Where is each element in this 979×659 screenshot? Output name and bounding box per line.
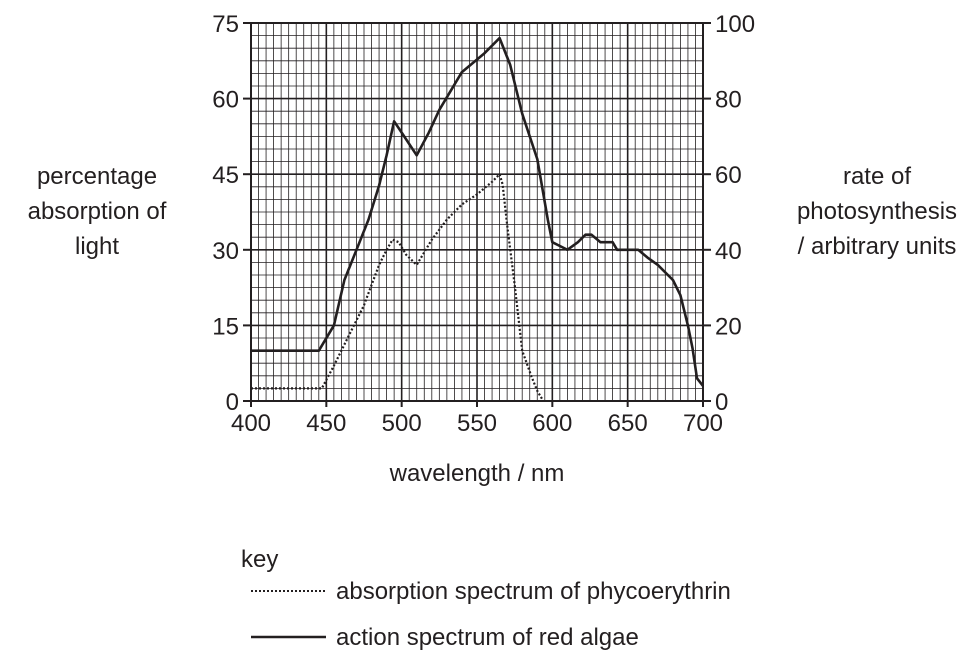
left-tick-label: 15 — [212, 313, 239, 340]
right-tick-label: 0 — [715, 389, 728, 416]
right-axis-title-line-1: rate of — [843, 163, 911, 190]
right-axis-ticks: 0 20 40 60 80 100 — [703, 11, 755, 416]
right-tick-label: 60 — [715, 162, 742, 189]
left-tick-label: 75 — [212, 11, 239, 38]
left-tick-label: 30 — [212, 238, 239, 265]
legend-title: key — [241, 546, 278, 573]
legend-label-phycoerythrin: absorption spectrum of phycoerythrin — [336, 578, 731, 605]
legend-label-red-algae: action spectrum of red algae — [336, 624, 639, 651]
x-tick-label: 700 — [683, 410, 723, 437]
right-tick-label: 20 — [715, 313, 742, 340]
x-tick-label: 500 — [382, 410, 422, 437]
left-axis-title-line-1: percentage — [37, 163, 157, 190]
left-axis-ticks: 0 15 30 45 60 75 — [212, 11, 251, 416]
x-tick-label: 650 — [608, 410, 648, 437]
x-tick-label: 550 — [457, 410, 497, 437]
left-tick-label: 45 — [212, 162, 239, 189]
right-tick-label: 100 — [715, 11, 755, 38]
right-axis-title-line-2: photosynthesis — [797, 198, 957, 225]
legend: key absorption spectrum of phycoerythrin… — [241, 546, 731, 651]
series-line-red-algae — [251, 36, 705, 387]
x-tick-label: 450 — [306, 410, 346, 437]
series-line-phycoerythrin — [251, 173, 545, 402]
right-tick-label: 80 — [715, 87, 742, 114]
left-axis-title-line-3: light — [75, 233, 119, 260]
left-tick-label: 60 — [212, 87, 239, 114]
x-tick-label: 400 — [231, 410, 271, 437]
x-axis-ticks: 400 450 500 550 600 650 700 — [231, 401, 723, 437]
series-layer — [251, 36, 705, 402]
right-axis-title-line-3: / arbitrary units — [798, 233, 957, 260]
x-axis-title: wavelength / nm — [389, 460, 565, 487]
x-tick-label: 600 — [532, 410, 572, 437]
left-tick-label: 0 — [226, 389, 239, 416]
left-axis-title-line-2: absorption of — [28, 198, 167, 225]
right-tick-label: 40 — [715, 238, 742, 265]
